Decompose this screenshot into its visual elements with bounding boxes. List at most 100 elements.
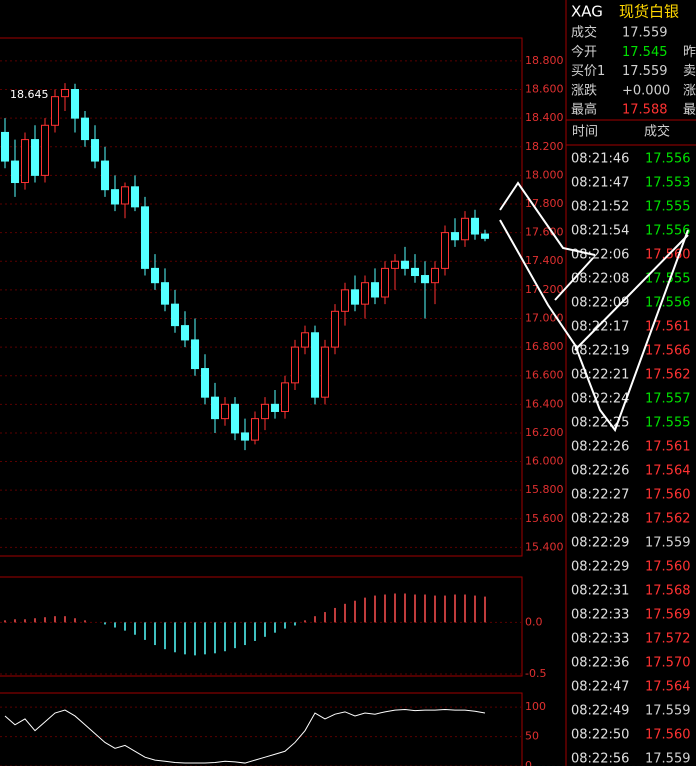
trade-time: 08:22:50 (571, 728, 629, 743)
candle-body (1, 131, 9, 162)
y-tick-label: 50 (525, 730, 539, 743)
candle-body (351, 289, 359, 305)
macd-frame (0, 576, 523, 677)
main-frame (0, 37, 523, 557)
trade-price: 17.560 (645, 488, 691, 503)
trade-price: 17.557 (645, 392, 691, 407)
y-tick-label: 17.400 (525, 254, 564, 267)
trade-time: 08:22:49 (571, 704, 629, 719)
drawn-arrows (499, 181, 689, 433)
candle-body (111, 189, 119, 205)
trade-price: 17.559 (645, 536, 691, 551)
y-tick-label: 15.800 (525, 483, 564, 496)
candle-body (401, 260, 409, 269)
trade-price: 17.561 (645, 440, 691, 455)
candle-body (411, 267, 419, 277)
candle-body (431, 267, 439, 284)
y-tick-label: 17.600 (525, 226, 564, 239)
candle-body (41, 124, 49, 176)
trade-time: 08:22:17 (571, 320, 629, 335)
trade-price: 17.566 (645, 344, 691, 359)
arrow (574, 234, 689, 351)
y-tick-label: 16.400 (525, 397, 564, 410)
kdj-frame (0, 692, 523, 766)
trade-time: 08:22:33 (571, 608, 629, 623)
trade-price: 17.556 (645, 224, 691, 239)
candle-body (361, 282, 369, 305)
candle-body (481, 233, 489, 239)
candle-body (321, 346, 329, 398)
candle-body (181, 325, 189, 341)
y-tick-label: 18.600 (525, 83, 564, 96)
trade-price: 17.555 (645, 200, 691, 215)
trade-price: 17.553 (645, 176, 691, 191)
trades-header: 成交 (644, 124, 670, 140)
candle-body (11, 160, 19, 184)
candle-body (141, 206, 149, 269)
y-tick-label: 100 (525, 700, 546, 713)
candle-body (461, 217, 469, 241)
trade-price: 17.556 (645, 296, 691, 311)
candle-body (231, 403, 239, 434)
quote-label: 买价1 (571, 64, 605, 79)
y-tick-label: 16.800 (525, 340, 564, 353)
quote-label: 涨跌 (571, 82, 597, 98)
arrow (499, 181, 596, 256)
trades-header: 时间 (572, 125, 598, 140)
candle-body (211, 396, 219, 420)
candle-body (101, 160, 109, 191)
trade-time: 08:22:56 (571, 752, 629, 766)
trade-price: 17.555 (645, 272, 691, 287)
candle-body (311, 332, 319, 398)
candle-body (471, 217, 479, 235)
trade-time: 08:21:46 (571, 152, 629, 167)
candle-body (151, 267, 159, 284)
candle-body (391, 260, 399, 269)
trade-price: 17.560 (645, 560, 691, 575)
candle-body (371, 282, 379, 298)
candle-body (31, 139, 39, 176)
trade-time: 08:22:26 (571, 440, 629, 455)
trade-time: 08:22:28 (571, 512, 629, 527)
candle-body (81, 117, 89, 141)
arrow (499, 219, 689, 433)
trade-time: 08:22:25 (571, 416, 629, 431)
y-tick-label: 18.200 (525, 140, 564, 153)
y-tick-label: 16.000 (525, 455, 564, 468)
trade-time: 08:22:09 (571, 296, 629, 311)
candle-body (161, 282, 169, 305)
candle-body (171, 303, 179, 327)
quote-label: 成交 (571, 25, 597, 41)
candle-body (381, 267, 389, 298)
trade-price: 17.564 (645, 464, 691, 479)
y-tick-label: 16.200 (525, 426, 564, 439)
quote-value: 17.545 (622, 45, 668, 60)
symbol-name: 现货白银 (619, 3, 679, 21)
trade-price: 17.555 (645, 416, 691, 431)
trade-time: 08:22:08 (571, 272, 629, 287)
candle-body (341, 289, 349, 312)
trade-price: 17.570 (645, 656, 691, 671)
quote-extra: 卖 (683, 64, 696, 79)
y-tick-label: 0.0 (525, 615, 543, 628)
candle-body (71, 89, 79, 119)
candle-body (451, 232, 459, 241)
trade-price: 17.562 (645, 368, 691, 383)
y-tick-label: 16.600 (525, 369, 564, 382)
trade-time: 08:22:27 (571, 488, 629, 503)
trade-price: 17.559 (645, 704, 691, 719)
trade-time: 08:22:24 (571, 392, 629, 407)
trade-price: 17.569 (645, 608, 691, 623)
y-tick-label: 15.600 (525, 512, 564, 525)
trade-price: 17.568 (645, 584, 691, 599)
y-tick-label: 15.400 (525, 540, 564, 553)
quote-label: 今开 (571, 44, 597, 60)
quote-extra: 昨 (683, 45, 696, 60)
quote-value: 17.559 (622, 26, 668, 41)
y-tick-label: 18.800 (525, 54, 564, 67)
candle-body (131, 186, 139, 208)
